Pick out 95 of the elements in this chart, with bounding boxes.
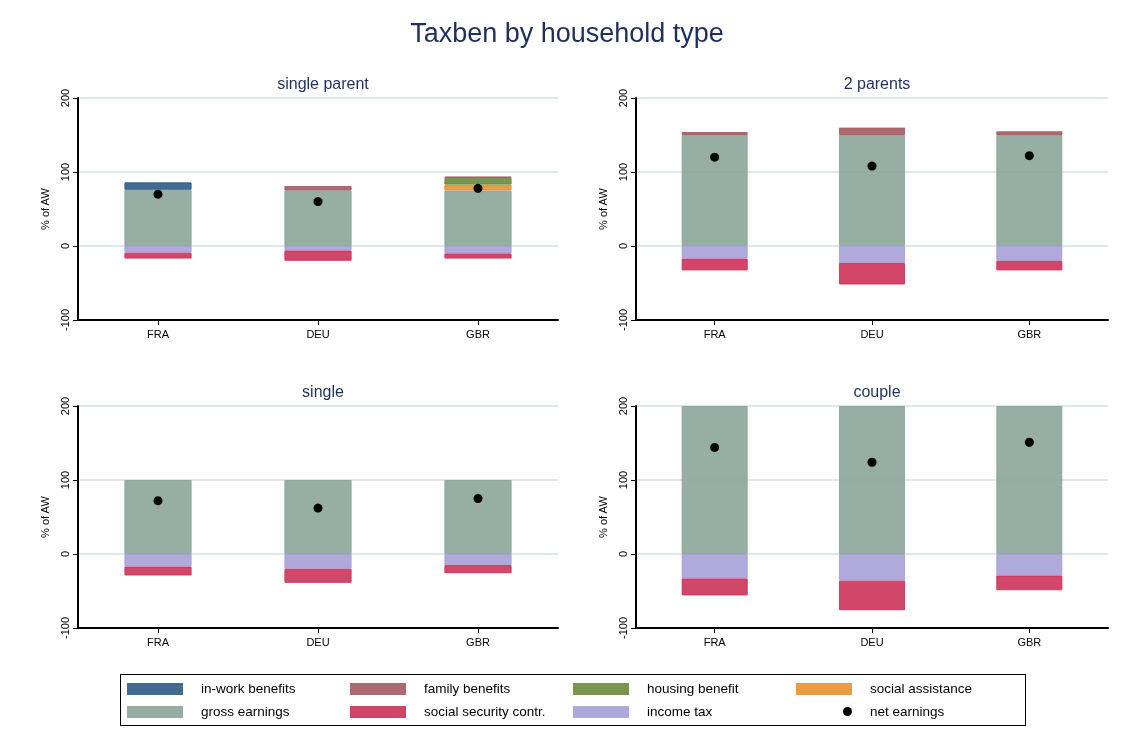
bar — [124, 480, 192, 554]
bar — [838, 406, 906, 554]
y-tick-label: -100 — [616, 616, 629, 640]
y-tick-label: -100 — [58, 308, 71, 332]
bar — [996, 246, 1063, 261]
x-tick-label: DEU — [860, 635, 884, 648]
bar — [681, 406, 748, 554]
y-tick-label: 200 — [616, 88, 629, 108]
y-tick-label: 0 — [58, 550, 71, 558]
point — [1024, 151, 1034, 161]
point — [867, 161, 877, 171]
point — [710, 152, 720, 162]
point — [313, 503, 323, 513]
legend-label: in-work benefits — [201, 681, 296, 696]
bar — [124, 554, 192, 567]
bar — [444, 190, 512, 246]
y-tick-label: 100 — [58, 470, 71, 490]
x-tick-label: GBR — [1017, 635, 1042, 648]
y-tick-label: -100 — [58, 616, 71, 640]
legend-label: family benefits — [424, 681, 511, 696]
bar — [996, 554, 1063, 576]
legend-label: social security contr. — [424, 704, 546, 719]
x-tick-label: FRA — [147, 327, 170, 340]
y-tick-label: 200 — [58, 88, 71, 108]
bar — [838, 263, 906, 285]
x-tick-label: DEU — [306, 635, 330, 648]
x-tick-label: FRA — [703, 635, 727, 648]
x-tick-label: DEU — [306, 327, 330, 340]
bar — [284, 568, 352, 583]
bar — [996, 575, 1063, 591]
chart-title: single parent — [277, 74, 370, 92]
y-axis-title: % of AW — [38, 187, 51, 230]
x-tick-label: GBR — [1017, 327, 1042, 340]
bar — [681, 554, 748, 579]
bar — [444, 480, 512, 554]
y-axis-title: % of AW — [596, 495, 609, 538]
bar — [124, 246, 192, 253]
y-tick-label: 100 — [616, 162, 629, 182]
bar — [284, 190, 352, 246]
y-tick-label: 200 — [616, 396, 629, 416]
bar — [124, 566, 192, 576]
y-tick-label: 0 — [616, 242, 629, 250]
legend-label: social assistance — [870, 681, 973, 696]
legend-label: gross earnings — [201, 704, 290, 719]
bar — [681, 135, 748, 246]
bar — [124, 189, 192, 246]
chart-title: 2 parents — [843, 74, 911, 92]
bar — [284, 246, 352, 251]
bar — [444, 177, 512, 185]
bar — [124, 182, 192, 190]
x-tick-label: GBR — [466, 635, 490, 648]
y-tick-label: 0 — [58, 242, 71, 250]
bar — [681, 246, 748, 259]
bar — [284, 480, 352, 554]
bar — [838, 554, 906, 581]
bar — [444, 554, 512, 566]
x-tick-label: FRA — [703, 327, 727, 340]
bar — [838, 580, 906, 611]
legend-label: housing benefit — [647, 681, 739, 696]
bar — [838, 135, 906, 246]
x-tick-label: DEU — [860, 327, 884, 340]
point — [473, 494, 483, 503]
bar — [124, 252, 192, 259]
y-axis-title: % of AW — [596, 187, 609, 230]
legend-label: net earnings — [870, 704, 945, 719]
chart-title: single — [302, 382, 344, 400]
y-axis-title: % of AW — [38, 495, 51, 538]
bar — [838, 246, 906, 264]
bar — [681, 578, 748, 596]
y-tick-label: 200 — [58, 396, 71, 416]
bar — [444, 565, 512, 574]
bar — [284, 554, 352, 569]
y-tick-label: -100 — [616, 308, 629, 332]
bar — [996, 406, 1063, 554]
point — [867, 457, 877, 467]
x-tick-label: FRA — [147, 635, 170, 648]
point — [153, 496, 163, 506]
y-tick-label: 100 — [58, 162, 71, 182]
text: Taxben by household type — [410, 17, 724, 48]
point — [710, 442, 720, 452]
legend-label: income tax — [647, 704, 713, 719]
point — [1024, 437, 1034, 447]
bar — [838, 127, 906, 135]
chart-title: couple — [853, 382, 901, 400]
y-tick-label: 100 — [616, 470, 629, 490]
bar — [996, 131, 1063, 135]
bar — [681, 258, 748, 271]
bar — [996, 135, 1063, 246]
bar — [284, 250, 352, 261]
x-tick-label: GBR — [466, 327, 490, 340]
y-tick-label: 0 — [616, 550, 629, 558]
bar — [284, 186, 352, 191]
bar — [444, 253, 512, 259]
bar — [444, 246, 512, 254]
bar — [996, 260, 1063, 271]
